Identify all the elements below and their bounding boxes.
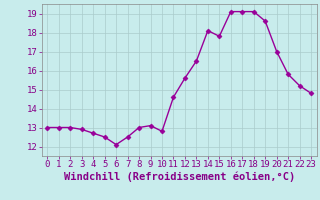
X-axis label: Windchill (Refroidissement éolien,°C): Windchill (Refroidissement éolien,°C) — [64, 172, 295, 182]
